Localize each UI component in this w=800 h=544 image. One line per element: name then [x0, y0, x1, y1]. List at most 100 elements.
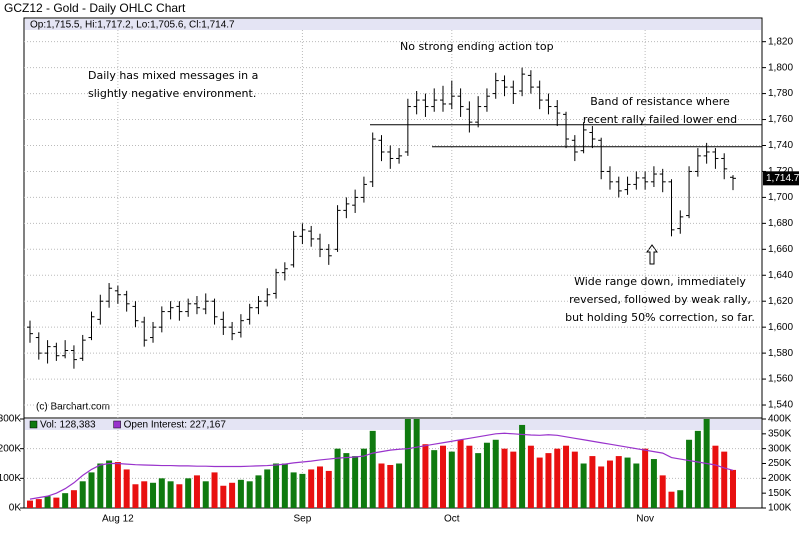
y-tick-label: 1,820 [768, 36, 793, 47]
annotation: Wide range down, immediately [574, 275, 746, 288]
volume-bar [694, 430, 701, 508]
volume-bar [615, 456, 622, 508]
volume-bar [545, 453, 552, 508]
y-tick-label: 1,600 [768, 322, 793, 333]
volume-bar [70, 490, 77, 508]
y-tick-label: 1,680 [768, 218, 793, 229]
volume-bar [360, 448, 367, 508]
volume-bar [598, 466, 605, 508]
vol-tick-label: 300K [0, 414, 21, 425]
volume-bar [677, 490, 684, 508]
ohlc-header: Op:1,715.5, Hi:1,717.2, Lo:1,705.6, Cl:1… [30, 20, 235, 31]
open-interest-line [29, 432, 734, 500]
volume-bar [185, 478, 192, 508]
y-tick-label: 1,540 [768, 400, 793, 411]
volume-bar [730, 469, 736, 508]
legend-label: Open Interest: 227,167 [124, 420, 227, 431]
volume-bar [378, 463, 385, 508]
volume-bar [396, 463, 403, 508]
volume-bar [150, 482, 157, 508]
price-panel [23, 17, 763, 419]
chart-title: GCZ12 - Gold - Daily OHLC Chart [4, 1, 186, 15]
vol-tick-label: 100K [0, 473, 21, 484]
volume-bar [422, 444, 429, 508]
volume-bar [202, 481, 209, 508]
volume-bar [264, 469, 271, 508]
volume-header [25, 419, 761, 430]
volume-bar [440, 445, 447, 508]
volume-bar [220, 485, 227, 508]
volume-bar [44, 496, 51, 508]
y-tick-label: 1,620 [768, 296, 793, 307]
volume-bar [483, 442, 490, 508]
volume-bar [97, 463, 104, 508]
volume-bar [466, 445, 473, 508]
copyright: (c) Barchart.com [36, 402, 110, 413]
volume-bar [106, 460, 113, 508]
y-tick-label: 1,640 [768, 270, 793, 281]
volume-bar [650, 459, 657, 508]
volume-bar [158, 478, 165, 508]
volume-bar [659, 475, 666, 508]
volume-bar [211, 472, 218, 508]
volume-bar [686, 439, 693, 508]
volume-bar [352, 456, 359, 508]
y-tick-label: 1,780 [768, 88, 793, 99]
oi-tick-label: 100K [768, 503, 792, 514]
volume-bar [633, 463, 640, 508]
x-tick-label: Aug 12 [102, 514, 134, 525]
volume-bar [290, 472, 297, 508]
volume-bar [387, 464, 394, 508]
volume-bar [492, 439, 499, 508]
oi-tick-label: 350K [768, 428, 792, 439]
volume-bar [527, 445, 534, 508]
annotation: No strong ending action top [400, 40, 554, 53]
legend-swatch [113, 420, 121, 429]
volume-bar [404, 419, 411, 508]
volume-bar [501, 448, 508, 508]
volume-bar [299, 473, 306, 508]
volume-bar [167, 481, 174, 508]
volume-bar [457, 439, 464, 508]
volume-bar [343, 453, 350, 508]
volume-bar [193, 475, 200, 508]
y-tick-label: 1,560 [768, 374, 793, 385]
volume-bar [606, 460, 613, 508]
vol-tick-label: 200K [0, 443, 21, 454]
legend-swatch [29, 420, 38, 429]
legend-label: Vol: 128,383 [40, 420, 96, 431]
volume-bar [316, 466, 323, 508]
annotation: reversed, followed by weak rally, [569, 293, 751, 306]
volume-bar [554, 448, 561, 508]
last-price-box [763, 171, 799, 186]
volume-bar [114, 462, 121, 508]
volume-bar [536, 457, 543, 508]
oi-tick-label: 200K [768, 473, 792, 484]
volume-bar [141, 481, 148, 508]
volume-bar [281, 463, 288, 508]
volume-bar [229, 482, 236, 508]
y-tick-label: 1,580 [768, 348, 793, 359]
y-tick-label: 1,700 [768, 192, 793, 203]
annotation: but holding 50% correction, so far. [565, 311, 755, 324]
x-tick-label: Sep [294, 514, 312, 525]
volume-bar [721, 451, 728, 508]
volume-bar [563, 445, 570, 508]
volume-bar [334, 448, 341, 508]
annotation: slightly negative environment. [88, 87, 256, 100]
oi-tick-label: 150K [768, 488, 792, 499]
oi-tick-label: 250K [768, 458, 792, 469]
volume-bar [35, 499, 42, 508]
volume-bar [475, 453, 482, 508]
volume-bar [642, 448, 649, 508]
last-price-label: 1,714.7 [766, 173, 800, 184]
oi-tick-label: 300K [768, 443, 792, 454]
volume-bar [519, 424, 526, 508]
volume-bar [448, 451, 455, 508]
y-tick-label: 1,800 [768, 62, 793, 73]
volume-bar [308, 469, 315, 508]
price-header [25, 19, 761, 30]
annotation: Band of resistance where [590, 95, 730, 108]
vol-tick-label: 0K [9, 503, 22, 514]
